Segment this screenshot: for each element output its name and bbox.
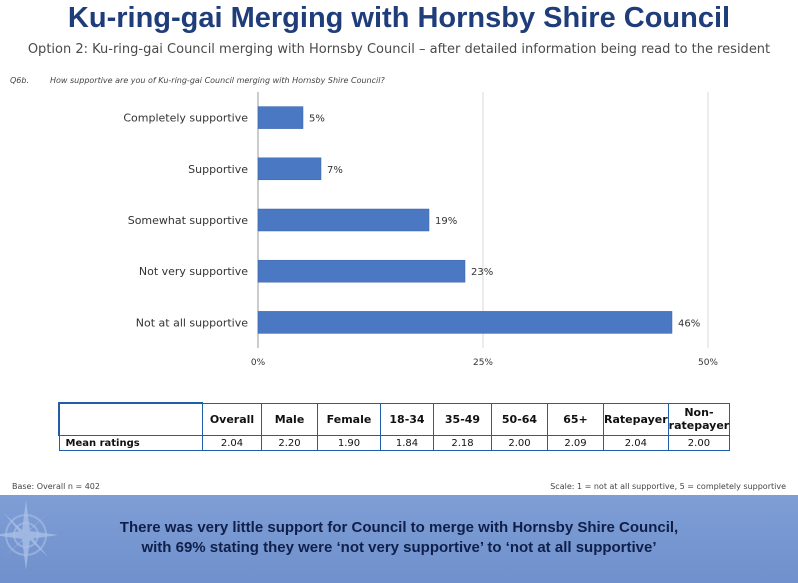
data-label: 46%: [678, 318, 700, 329]
data-label: 23%: [471, 267, 493, 278]
table-row-label: Mean ratings: [58, 435, 203, 451]
table-header-row: Overall Male Female 18-34 35-49 50-64 65+ Ratep…: [58, 402, 731, 436]
compass-rose-icon: [0, 500, 58, 570]
table-header-cell: Male: [261, 402, 318, 436]
table-header-cell: 65+: [547, 402, 604, 436]
category-label: Completely supportive: [123, 112, 248, 125]
data-label: 7%: [327, 165, 343, 176]
table-header-cell: Overall: [202, 402, 262, 436]
bar: [257, 157, 322, 181]
table-cell: 1.84: [380, 435, 434, 451]
table-cell: 2.04: [202, 435, 262, 451]
bar-chart: Completely supportive Supportive Somewhat …: [123, 92, 718, 368]
table-cell: 2.04: [603, 435, 669, 451]
key-finding-line-1: There was very little support for Counci…: [119, 519, 679, 536]
table-corner-cell: [58, 402, 203, 436]
table-header-cell: Ratepayer: [603, 402, 669, 436]
category-label: Supportive: [188, 163, 248, 176]
table-row: Mean ratings 2.04 2.20 1.90 1.84 2.18 2.00 2.0…: [58, 435, 731, 451]
page-subtitle: Option 2: Ku-ring-gai Council merging wi…: [27, 42, 771, 57]
question-text: How supportive are you of Ku-ring-gai Co…: [50, 76, 385, 85]
x-tick-label: 0%: [251, 358, 266, 368]
table-cell: 2.20: [261, 435, 318, 451]
table-header-cell: 35-49: [433, 402, 492, 436]
base-note: Base: Overall n = 402: [12, 482, 100, 491]
category-label: Not very supportive: [139, 265, 248, 278]
table-cell: 2.00: [667, 435, 731, 451]
data-label: 5%: [309, 114, 325, 125]
category-label: Somewhat supportive: [128, 214, 249, 227]
scale-note: Scale: 1 = not at all supportive, 5 = co…: [550, 482, 786, 491]
key-finding-line-2: with 69% stating they were ‘not very sup…: [141, 539, 657, 556]
bar: [257, 106, 304, 129]
table-header-cell: Female: [317, 402, 381, 436]
table-header-cell: 50-64: [491, 402, 548, 436]
x-tick-label: 25%: [473, 358, 493, 368]
table-cell: 2.00: [491, 435, 548, 451]
bar: [257, 208, 430, 232]
x-tick-label: 50%: [698, 358, 718, 368]
bar: [257, 311, 673, 334]
table-header-cell: Non-ratepayer: [667, 402, 731, 436]
table-cell: 2.18: [433, 435, 492, 451]
data-label: 19%: [435, 216, 457, 227]
table-cell: 2.09: [547, 435, 604, 451]
page-title: Ku-ring-gai Merging with Hornsby Shire C…: [67, 2, 731, 34]
bar: [257, 259, 466, 283]
question-id: Q6b.: [10, 76, 30, 85]
table-header-cell: 18-34: [380, 402, 434, 436]
key-finding-banner: There was very little support for Counci…: [0, 495, 798, 583]
table-cell: 1.90: [317, 435, 381, 451]
mean-ratings-table: Overall Male Female 18-34 35-49 50-64 65+ Ratep…: [58, 402, 731, 451]
category-label: Not at all supportive: [136, 316, 248, 329]
